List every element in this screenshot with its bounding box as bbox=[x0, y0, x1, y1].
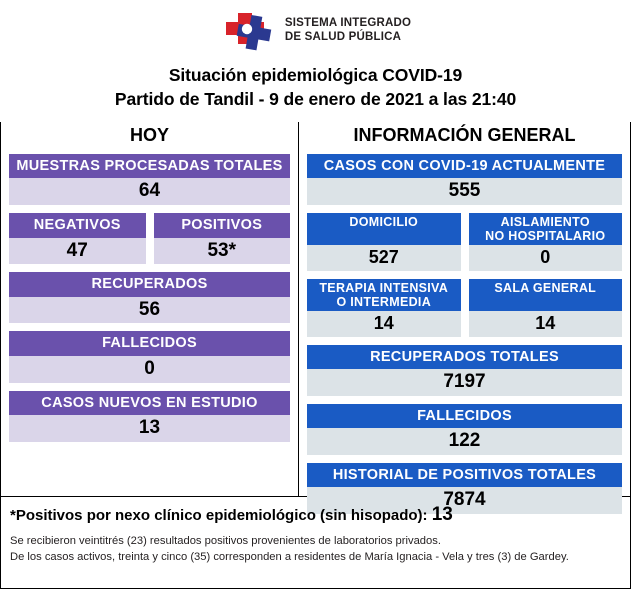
card-value: 14 bbox=[468, 311, 622, 337]
card-recuperados-totales: RECUPERADOS TOTALES 7197 bbox=[307, 344, 622, 396]
card-value: 0 bbox=[468, 245, 622, 272]
card-terapia-intensiva-o-intermedia: TERAPIA INTENSIVA O INTERMEDIA 14 bbox=[307, 279, 461, 337]
brand-name-line2: DE SALUD PÚBLICA bbox=[284, 31, 402, 43]
card-label: SALA GENERAL bbox=[468, 279, 622, 312]
card-value: 56 bbox=[9, 296, 290, 324]
footnote-headline-value: 13 bbox=[431, 504, 453, 526]
card-label-line1: DOMICILIO bbox=[349, 215, 419, 230]
general-row-domicilio-aislamiento: DOMICILIO 527 AISLAMIENTO NO HOSPITALARI… bbox=[307, 213, 622, 272]
card-fallecidos-totales: FALLECIDOS 122 bbox=[307, 403, 622, 455]
brand-name-line1: SISTEMA INTEGRADO bbox=[284, 17, 412, 30]
card-value: 13 bbox=[9, 414, 290, 442]
card-label: HISTORIAL DE POSITIVOS TOTALES bbox=[307, 462, 622, 488]
footnote-body: Se recibieron veintitrés (23) resultados… bbox=[10, 534, 621, 566]
card-label-line1: TERAPIA INTENSIVA bbox=[319, 281, 449, 296]
card-muestras-procesadas-totales: MUESTRAS PROCESADAS TOTALES 64 bbox=[9, 154, 290, 206]
card-value: 0 bbox=[9, 355, 290, 383]
card-label-line1: SALA GENERAL bbox=[494, 281, 597, 296]
card-positivos: POSITIVOS 53* bbox=[153, 213, 290, 265]
card-label: AISLAMIENTO NO HOSPITALARIO bbox=[468, 213, 622, 246]
card-aislamiento-no-hospitalario: AISLAMIENTO NO HOSPITALARIO 0 bbox=[468, 213, 622, 272]
footnote-headline: *Positivos por nexo clínico epidemiológi… bbox=[10, 504, 621, 527]
card-label: MUESTRAS PROCESADAS TOTALES bbox=[9, 154, 290, 179]
card-domicilio: DOMICILIO 527 bbox=[307, 213, 461, 272]
card-value: 555 bbox=[307, 178, 622, 206]
brand-header: SISTEMA INTEGRADO DE SALUD PÚBLICA bbox=[0, 0, 631, 62]
page-title: Situación epidemiológica COVID-19 Partid… bbox=[0, 64, 631, 111]
footnote-panel: *Positivos por nexo clínico epidemiológi… bbox=[0, 497, 631, 590]
card-value: 7874 bbox=[307, 487, 622, 514]
card-value: 53* bbox=[153, 237, 290, 265]
card-negativos: NEGATIVOS 47 bbox=[9, 213, 146, 265]
footnote-headline-text: *Positivos por nexo clínico epidemiológi… bbox=[10, 507, 432, 525]
card-label: DOMICILIO bbox=[307, 213, 461, 246]
card-label-line2 bbox=[471, 295, 621, 309]
page-title-line2: Partido de Tandil - 9 de enero de 2021 a… bbox=[114, 88, 517, 109]
card-casos-nuevos-en-estudio: CASOS NUEVOS EN ESTUDIO 13 bbox=[9, 390, 290, 442]
card-casos-con-covid19-actualmente: CASOS CON COVID-19 ACTUALMENTE 555 bbox=[307, 154, 622, 206]
card-value: 47 bbox=[9, 237, 146, 265]
card-sala-general: SALA GENERAL 14 bbox=[468, 279, 622, 337]
today-heading: HOY bbox=[129, 125, 169, 146]
card-label-line2: NO HOSPITALARIO bbox=[485, 229, 606, 244]
card-label-line1: AISLAMIENTO bbox=[500, 215, 590, 230]
page-title-line1: Situación epidemiológica COVID-19 bbox=[168, 65, 463, 85]
card-historial-de-positivos-totales: HISTORIAL DE POSITIVOS TOTALES 7874 bbox=[307, 462, 622, 514]
card-label: TERAPIA INTENSIVA O INTERMEDIA bbox=[307, 279, 461, 312]
brand-name: SISTEMA INTEGRADO DE SALUD PÚBLICA bbox=[285, 17, 411, 44]
card-label: FALLECIDOS bbox=[307, 403, 622, 429]
card-value: 14 bbox=[307, 311, 461, 337]
card-label-line2: O INTERMEDIA bbox=[336, 295, 432, 310]
health-cross-logo-icon bbox=[220, 8, 276, 54]
today-row-negativos-positivos: NEGATIVOS 47 POSITIVOS 53* bbox=[9, 213, 290, 265]
general-row-terapia-sala: TERAPIA INTENSIVA O INTERMEDIA 14 SALA G… bbox=[307, 279, 622, 337]
card-value: 64 bbox=[9, 178, 290, 206]
today-column: HOY MUESTRAS PROCESADAS TOTALES 64 NEGAT… bbox=[1, 122, 299, 497]
card-label: RECUPERADOS bbox=[9, 272, 290, 297]
card-label: FALLECIDOS bbox=[9, 331, 290, 356]
stats-board: HOY MUESTRAS PROCESADAS TOTALES 64 NEGAT… bbox=[0, 122, 631, 514]
footnote-line-1: Se recibieron veintitrés (23) resultados… bbox=[10, 535, 441, 548]
card-value: 122 bbox=[307, 428, 622, 455]
card-label: CASOS NUEVOS EN ESTUDIO bbox=[9, 390, 290, 415]
footnote-line-2: De los casos activos, treinta y cinco (3… bbox=[10, 550, 569, 563]
general-heading: INFORMACIÓN GENERAL bbox=[353, 125, 576, 146]
card-value: 7197 bbox=[307, 368, 622, 396]
card-fallecidos: FALLECIDOS 0 bbox=[9, 331, 290, 383]
card-value: 527 bbox=[307, 245, 461, 272]
general-column: INFORMACIÓN GENERAL CASOS CON COVID-19 A… bbox=[299, 122, 630, 514]
card-label: RECUPERADOS TOTALES bbox=[307, 344, 622, 369]
card-label: CASOS CON COVID-19 ACTUALMENTE bbox=[307, 154, 622, 179]
card-label-line2 bbox=[309, 229, 459, 243]
card-label: NEGATIVOS bbox=[9, 213, 146, 238]
card-label: POSITIVOS bbox=[153, 213, 290, 238]
card-recuperados: RECUPERADOS 56 bbox=[9, 272, 290, 324]
